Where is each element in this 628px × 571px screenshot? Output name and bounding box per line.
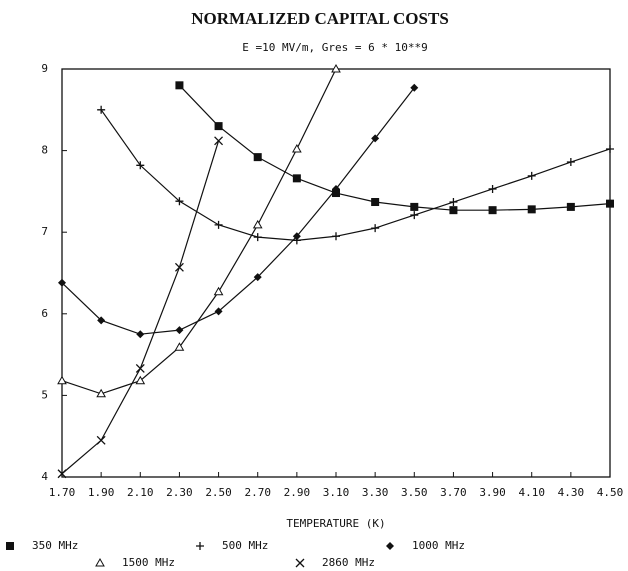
x-tick-label: 4.30	[558, 486, 585, 499]
marker	[449, 206, 458, 215]
x-tick-label: 3.90	[479, 486, 506, 499]
x-tick-label: 3.50	[401, 486, 428, 499]
plot-frame	[61, 68, 611, 478]
marker	[410, 211, 419, 220]
y-tick-label: 4	[41, 470, 48, 483]
x-tick-label: 4.10	[518, 486, 545, 499]
legend-marker	[95, 557, 105, 567]
y-tick-label: 5	[41, 388, 48, 401]
chart-title: NORMALIZED CAPITAL COSTS	[191, 9, 449, 28]
marker	[135, 375, 146, 385]
marker	[371, 224, 380, 233]
marker	[252, 219, 263, 229]
series-line	[61, 68, 337, 395]
y-tick-label: 7	[41, 225, 48, 238]
marker	[488, 184, 497, 193]
marker	[292, 232, 301, 241]
marker	[566, 158, 575, 167]
marker	[332, 184, 340, 193]
marker	[214, 122, 223, 131]
marker	[410, 202, 419, 211]
x-tick-label: 1.70	[49, 486, 76, 499]
marker	[214, 220, 223, 229]
series-line	[61, 87, 415, 335]
marker	[175, 197, 184, 206]
x-tick-label: 2.10	[127, 486, 154, 499]
y-tick-label: 8	[41, 144, 48, 157]
marker	[97, 105, 106, 114]
marker	[214, 307, 223, 316]
marker	[606, 199, 614, 208]
marker	[332, 232, 340, 241]
marker	[527, 205, 536, 214]
marker	[96, 435, 106, 445]
marker	[606, 144, 614, 153]
x-tick-label: 3.30	[362, 486, 389, 499]
legend-label: 1000 MHz	[412, 539, 465, 552]
legend-marker	[196, 542, 204, 550]
series-line	[61, 140, 220, 475]
marker	[253, 153, 262, 162]
marker	[136, 330, 145, 339]
marker	[174, 342, 185, 351]
legend-marker	[6, 542, 14, 550]
legend-marker	[295, 558, 305, 568]
marker	[292, 174, 301, 183]
legend-label: 1500 MHz	[122, 556, 175, 569]
marker	[488, 206, 497, 215]
legend-label: 500 MHz	[222, 539, 268, 552]
marker	[136, 161, 145, 170]
marker	[174, 262, 184, 272]
marker	[175, 326, 184, 335]
chart-subtitle: E =10 MV/m, Gres = 6 * 10**9	[242, 41, 427, 54]
marker	[96, 388, 107, 398]
marker	[213, 286, 224, 296]
marker	[135, 364, 145, 373]
x-tick-label: 1.90	[88, 486, 115, 499]
y-tick-label: 9	[41, 62, 48, 75]
x-tick-label: 2.90	[284, 486, 311, 499]
marker	[58, 278, 66, 287]
series-line	[100, 109, 611, 241]
marker	[371, 198, 380, 207]
marker	[566, 202, 575, 211]
x-tick-label: 3.70	[440, 486, 467, 499]
y-tick-label: 6	[41, 307, 48, 320]
legend-label: 350 MHz	[32, 539, 78, 552]
x-axis-label: TEMPERATURE (K)	[286, 517, 385, 530]
marker	[57, 469, 67, 479]
marker	[449, 198, 458, 207]
marker	[175, 81, 184, 90]
marker	[97, 316, 106, 325]
marker	[332, 189, 340, 198]
legend-label: 2860 MHz	[322, 556, 375, 569]
marker	[214, 136, 224, 146]
marker	[527, 171, 536, 180]
x-tick-label: 2.50	[205, 486, 232, 499]
marker	[253, 233, 262, 242]
marker	[291, 143, 302, 153]
marker	[371, 134, 380, 143]
x-tick-label: 4.50	[597, 486, 624, 499]
marker	[57, 375, 67, 385]
marker	[331, 63, 341, 73]
marker	[253, 273, 262, 282]
x-tick-label: 2.70	[244, 486, 271, 499]
marker	[410, 83, 419, 92]
series-line	[178, 84, 611, 211]
x-tick-label: 2.30	[166, 486, 193, 499]
legend-marker	[386, 542, 394, 550]
x-tick-label: 3.10	[323, 486, 350, 499]
